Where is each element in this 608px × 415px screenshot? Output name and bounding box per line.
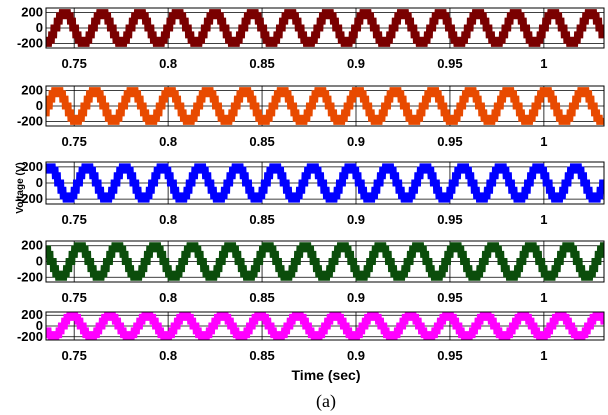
y-axis-label: Voltage (V) <box>15 162 26 213</box>
x-tick-label: 0.9 <box>347 290 365 305</box>
plot-frame <box>45 85 605 127</box>
x-tick-label: 0.8 <box>159 348 177 363</box>
y-tick-label: 200 <box>21 159 43 174</box>
x-tick-label: 0.95 <box>437 348 462 363</box>
x-tick-label: 1 <box>540 348 547 363</box>
y-tick-label: -200 <box>17 191 43 206</box>
plot-frame <box>45 240 605 283</box>
x-tick-label: 1 <box>540 212 547 227</box>
series-line <box>46 87 604 125</box>
y-tick-label: -200 <box>17 329 43 344</box>
y-tick-label: 0 <box>36 175 43 190</box>
y-tick-label: 200 <box>21 307 43 322</box>
x-tick-label: 0.9 <box>347 56 365 71</box>
x-tick-label: 0.85 <box>249 348 274 363</box>
y-tick-label: 0 <box>36 98 43 113</box>
x-tick-label: 0.85 <box>249 212 274 227</box>
y-tick-label: 0 <box>36 20 43 35</box>
x-tick-label: 0.95 <box>437 212 462 227</box>
x-tick-label: 0.75 <box>62 290 87 305</box>
x-tick-label: 1 <box>540 134 547 149</box>
x-tick-label: 0.9 <box>347 134 365 149</box>
x-tick-label: 0.85 <box>249 290 274 305</box>
x-tick-label: 0.75 <box>62 56 87 71</box>
x-tick-label: 0.95 <box>437 134 462 149</box>
x-tick-label: 0.9 <box>347 212 365 227</box>
x-tick-label: 0.9 <box>347 348 365 363</box>
x-tick-label: 0.8 <box>159 134 177 149</box>
plot-frame <box>45 161 605 205</box>
x-tick-label: 1 <box>540 290 547 305</box>
series-line <box>46 163 604 203</box>
x-tick-label: 0.95 <box>437 56 462 71</box>
y-tick-label: 200 <box>21 5 43 20</box>
y-tick-label: -200 <box>17 35 43 50</box>
y-tick-label: 200 <box>21 83 43 98</box>
x-axis-label: Time (sec) <box>292 367 361 383</box>
x-tick-label: 0.8 <box>159 56 177 71</box>
plot-frame <box>45 7 605 49</box>
series-line <box>46 242 604 281</box>
x-tick-label: 1 <box>540 56 547 71</box>
x-tick-label: 0.85 <box>249 134 274 149</box>
plot-frame <box>45 311 605 341</box>
x-tick-label: 0.75 <box>62 134 87 149</box>
y-tick-label: 0 <box>36 318 43 333</box>
series-line <box>46 312 604 340</box>
y-tick-label: 200 <box>21 238 43 253</box>
series-line <box>46 9 604 47</box>
x-tick-label: 0.8 <box>159 212 177 227</box>
x-tick-label: 0.8 <box>159 290 177 305</box>
figure-caption: (a) <box>316 391 336 412</box>
x-tick-label: 0.85 <box>249 56 274 71</box>
x-tick-label: 0.95 <box>437 290 462 305</box>
y-tick-label: -200 <box>17 269 43 284</box>
y-tick-label: -200 <box>17 113 43 128</box>
x-tick-label: 0.75 <box>62 348 87 363</box>
y-tick-label: 0 <box>36 254 43 269</box>
x-tick-label: 0.75 <box>62 212 87 227</box>
